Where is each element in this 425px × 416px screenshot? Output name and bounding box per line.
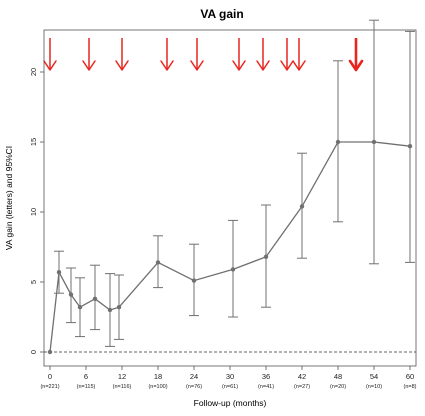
y-tick-label: 15 xyxy=(29,138,38,146)
mean-point xyxy=(335,139,341,145)
x-tick-n-label: (n=10) xyxy=(366,384,382,390)
down-arrow-icon xyxy=(232,38,246,71)
y-tick-label: 5 xyxy=(29,280,38,284)
x-axis-label: Follow-up (months) xyxy=(194,398,267,408)
x-tick-label: 30 xyxy=(226,372,234,381)
down-arrow-icon xyxy=(82,38,96,71)
x-tick-label: 0 xyxy=(48,372,52,381)
x-tick-n-label: (n=8) xyxy=(404,384,417,390)
mean-point xyxy=(299,204,305,209)
mean-va-gain-line xyxy=(49,141,411,353)
x-tick-label: 12 xyxy=(118,372,126,381)
down-arrow-icon xyxy=(292,38,306,71)
mean-point xyxy=(68,292,74,297)
down-arrow-icon xyxy=(256,38,270,71)
mean-point xyxy=(407,144,413,149)
mean-point xyxy=(155,260,161,265)
mean-point xyxy=(191,278,197,283)
y-tick-label: 0 xyxy=(29,350,38,354)
x-tick-n-label: (n=41) xyxy=(258,384,274,390)
x-axis-ticks: 0 (n=221) 6 (n=115) 12 (n=116) 18 (n=100) 24 (n=7… xyxy=(40,366,417,390)
x-tick-n-label: (n=116) xyxy=(113,384,132,390)
x-tick-label: 42 xyxy=(298,372,306,381)
x-tick-label: 60 xyxy=(406,372,414,381)
confidence-intervals xyxy=(54,19,415,347)
y-axis-label: VA gain (letters) and 95%CI xyxy=(4,146,14,250)
x-tick-n-label: (n=221) xyxy=(40,384,59,390)
x-tick-n-label: (n=61) xyxy=(222,384,238,390)
down-arrow-icon xyxy=(43,38,57,71)
y-tick-label: 10 xyxy=(29,208,38,216)
mean-point xyxy=(263,254,269,259)
mean-point xyxy=(107,307,113,313)
mean-point xyxy=(47,349,53,355)
down-arrow-icon xyxy=(160,38,174,71)
x-tick-label: 48 xyxy=(334,372,342,381)
injection-arrows xyxy=(43,38,364,72)
mean-points xyxy=(47,139,413,355)
y-tick-label: 20 xyxy=(29,68,38,76)
mean-point xyxy=(116,305,122,310)
down-arrow-icon xyxy=(190,38,204,71)
axes xyxy=(43,29,417,367)
mean-point xyxy=(77,305,83,310)
x-tick-n-label: (n=20) xyxy=(330,384,346,390)
emphasized-arrow-icon xyxy=(348,38,364,72)
x-tick-n-label: (n=27) xyxy=(294,384,310,390)
mean-point xyxy=(371,139,377,145)
mean-point xyxy=(56,270,62,275)
x-tick-label: 18 xyxy=(154,372,162,381)
x-tick-label: 24 xyxy=(190,372,198,381)
x-tick-n-label: (n=100) xyxy=(148,384,167,390)
down-arrow-icon xyxy=(280,38,294,71)
x-tick-label: 54 xyxy=(370,372,378,381)
x-tick-n-label: (n=76) xyxy=(186,384,202,390)
y-axis-ticks: 0 5 10 15 20 xyxy=(29,68,44,354)
mean-point xyxy=(230,267,236,272)
down-arrow-icon xyxy=(115,38,129,71)
x-tick-label: 6 xyxy=(84,372,88,381)
plot-frame xyxy=(43,29,417,367)
x-tick-label: 36 xyxy=(262,372,270,381)
x-tick-n-label: (n=115) xyxy=(77,384,96,390)
chart-title: VA gain xyxy=(200,7,243,21)
mean-point xyxy=(92,296,98,301)
